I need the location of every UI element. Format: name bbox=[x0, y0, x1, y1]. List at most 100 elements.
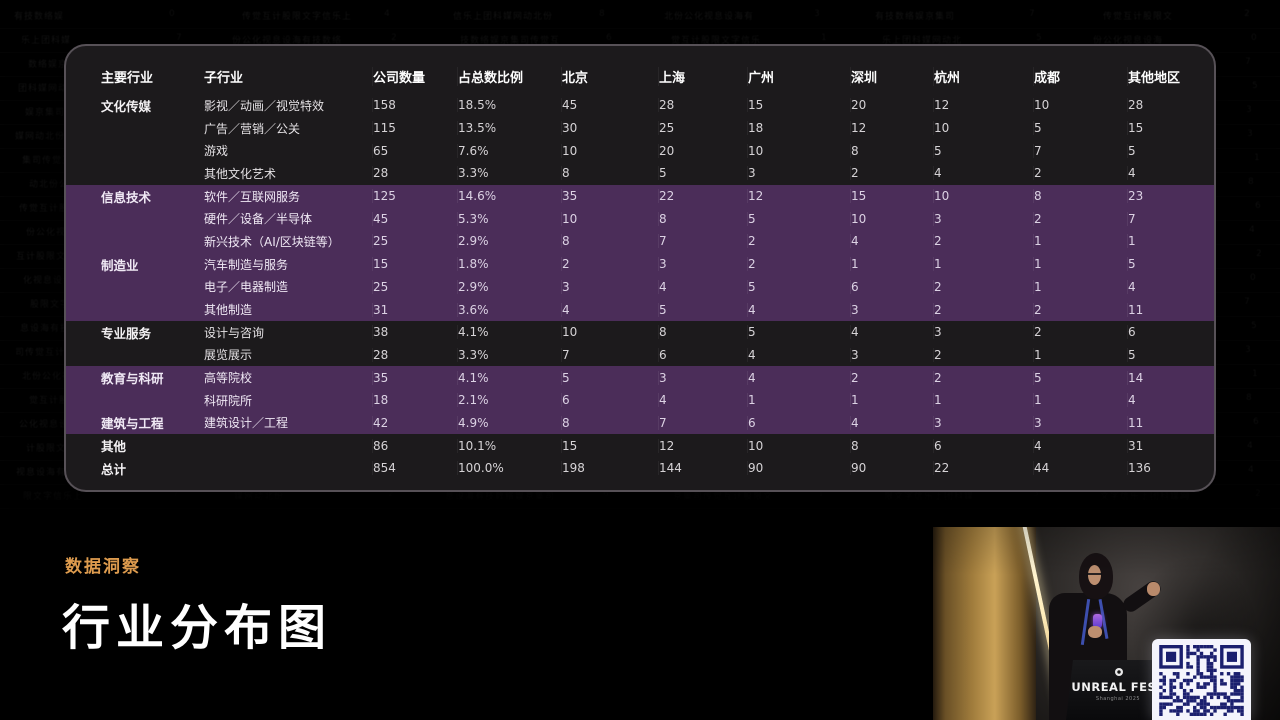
cell-city: 4 bbox=[747, 302, 850, 317]
cell-industry: 信息技术 bbox=[101, 189, 152, 205]
cell-city: 4 bbox=[933, 166, 1033, 181]
speaker-video-feed: UNREAL FEST Shanghai 2025 bbox=[933, 527, 1280, 720]
cell-city: 3 bbox=[561, 279, 658, 294]
cell-city: 3 bbox=[658, 370, 747, 385]
cell-industry: 建筑与工程 bbox=[101, 416, 164, 432]
cell-city: 5 bbox=[1127, 143, 1214, 158]
cell-city: 5 bbox=[747, 325, 850, 340]
cell-industry: 专业服务 bbox=[101, 325, 152, 341]
column-header: 杭州 bbox=[933, 66, 1033, 86]
cell-city: 90 bbox=[747, 461, 850, 476]
cell-city: 7 bbox=[1127, 211, 1214, 226]
cell-city: 90 bbox=[850, 461, 933, 476]
cell-city: 4 bbox=[850, 234, 933, 249]
cell-count: 28 bbox=[372, 347, 457, 362]
cell-city: 1 bbox=[1033, 393, 1127, 408]
cell-city: 8 bbox=[850, 143, 933, 158]
table-row: 其他文化艺术 28 3.3% 8 5 3 2 4 2 4 bbox=[66, 162, 1214, 185]
cell-subindustry: 游戏 bbox=[204, 144, 229, 159]
cell-city: 10 bbox=[747, 143, 850, 158]
column-header: 公司数量 bbox=[372, 66, 457, 86]
cell-city: 198 bbox=[561, 461, 658, 476]
cell-city: 3 bbox=[658, 257, 747, 272]
cell-city: 4 bbox=[1127, 166, 1214, 181]
cell-subindustry: 汽车制造与服务 bbox=[204, 257, 289, 272]
cell-city: 3 bbox=[850, 302, 933, 317]
cell-city: 2 bbox=[747, 234, 850, 249]
table-row: 总计 854 100.0% 198 144 90 90 22 44 136 bbox=[66, 457, 1214, 480]
table-row: 建筑与工程 建筑设计／工程 42 4.9% 8 7 6 4 3 3 11 bbox=[66, 411, 1214, 435]
table-row: 展览展示 28 3.3% 7 6 4 3 2 1 5 bbox=[66, 344, 1214, 367]
cell-industry: 总计 bbox=[101, 461, 127, 477]
table-row: 教育与科研 高等院校 35 4.1% 5 3 4 2 2 5 14 bbox=[66, 366, 1214, 389]
table-row: 广告／营销／公关 115 13.5% 30 25 18 12 10 5 15 bbox=[66, 117, 1214, 140]
cell-city: 10 bbox=[561, 211, 658, 226]
table-row: 硬件／设备／半导体 45 5.3% 10 8 5 10 3 2 7 bbox=[66, 207, 1214, 231]
cell-city: 2 bbox=[933, 302, 1033, 317]
cell-count: 42 bbox=[372, 415, 457, 430]
table-row: 文化传媒 影视／动画／视觉特效 158 18.5% 45 28 15 20 12 10 28 bbox=[66, 94, 1214, 117]
cell-city: 12 bbox=[933, 98, 1033, 113]
page-title: 行业分布图 bbox=[62, 600, 333, 656]
cell-city: 8 bbox=[658, 325, 747, 340]
cell-percent: 2.9% bbox=[457, 234, 561, 249]
cell-city: 11 bbox=[1127, 302, 1214, 317]
cell-city: 10 bbox=[933, 121, 1033, 136]
section-kicker: 数据洞察 bbox=[65, 557, 141, 577]
cell-city: 14 bbox=[1127, 370, 1214, 385]
unreal-engine-logo-icon bbox=[1115, 668, 1123, 676]
cell-city: 35 bbox=[561, 189, 658, 204]
cell-city: 15 bbox=[747, 98, 850, 113]
cell-city: 45 bbox=[561, 98, 658, 113]
cell-city: 12 bbox=[850, 121, 933, 136]
cell-city: 22 bbox=[658, 189, 747, 204]
cell-subindustry: 其他文化艺术 bbox=[204, 166, 277, 181]
cell-city: 1 bbox=[1033, 234, 1127, 249]
cell-industry: 教育与科研 bbox=[101, 371, 164, 387]
cell-percent: 1.8% bbox=[457, 257, 561, 272]
cell-percent: 2.1% bbox=[457, 393, 561, 408]
podium-subtitle-text: Shanghai 2025 bbox=[1066, 696, 1170, 702]
cell-city: 2 bbox=[1033, 166, 1127, 181]
cell-city: 7 bbox=[561, 347, 658, 362]
column-header: 北京 bbox=[561, 66, 658, 86]
cell-count: 158 bbox=[372, 98, 457, 113]
cell-city: 144 bbox=[658, 461, 747, 476]
column-header: 占总数比例 bbox=[457, 66, 561, 86]
table-body: 文化传媒 影视／动画／视觉特效 158 18.5% 45 28 15 20 12 10 28 广告／营… bbox=[66, 94, 1214, 480]
cell-subindustry: 软件／互联网服务 bbox=[204, 189, 301, 204]
cell-percent: 3.3% bbox=[457, 166, 561, 181]
table-row: 电子／电器制造 25 2.9% 3 4 5 6 2 1 4 bbox=[66, 275, 1214, 299]
cell-count: 65 bbox=[372, 143, 457, 158]
cell-city: 3 bbox=[850, 347, 933, 362]
column-header: 上海 bbox=[658, 66, 747, 86]
cell-city: 18 bbox=[747, 121, 850, 136]
cell-subindustry: 新兴技术（AI/区块链等） bbox=[204, 234, 340, 249]
cell-percent: 3.3% bbox=[457, 347, 561, 362]
background-texture-row: 乐上团科媒 7 份公化视息设海有技数络 2 技数络娱京集司传觉互 6 觉互计股限文字信乐 1 乐… bbox=[0, 28, 1280, 53]
cell-percent: 10.1% bbox=[457, 438, 561, 453]
cell-subindustry: 广告／营销／公关 bbox=[204, 121, 301, 136]
cell-city: 2 bbox=[1033, 211, 1127, 226]
cell-city: 6 bbox=[747, 415, 850, 430]
cell-city: 8 bbox=[561, 166, 658, 181]
cell-city: 3 bbox=[933, 415, 1033, 430]
gold-wall-panel bbox=[933, 527, 1036, 720]
cell-city: 5 bbox=[1033, 121, 1127, 136]
cell-city: 7 bbox=[658, 415, 747, 430]
cell-city: 6 bbox=[561, 393, 658, 408]
table-row: 其他制造 31 3.6% 4 5 4 3 2 2 11 bbox=[66, 298, 1214, 321]
cell-city: 12 bbox=[658, 438, 747, 453]
cell-city: 3 bbox=[747, 166, 850, 181]
cell-count: 45 bbox=[372, 211, 457, 226]
cell-count: 25 bbox=[372, 279, 457, 294]
cell-count: 31 bbox=[372, 302, 457, 317]
cell-city: 5 bbox=[1127, 257, 1214, 272]
cell-percent: 2.9% bbox=[457, 279, 561, 294]
cell-city: 20 bbox=[850, 98, 933, 113]
microphone bbox=[1093, 614, 1102, 628]
cell-city: 8 bbox=[561, 415, 658, 430]
cell-city: 4 bbox=[747, 347, 850, 362]
column-header: 其他地区 bbox=[1127, 66, 1214, 86]
cell-subindustry: 其他制造 bbox=[204, 303, 253, 318]
